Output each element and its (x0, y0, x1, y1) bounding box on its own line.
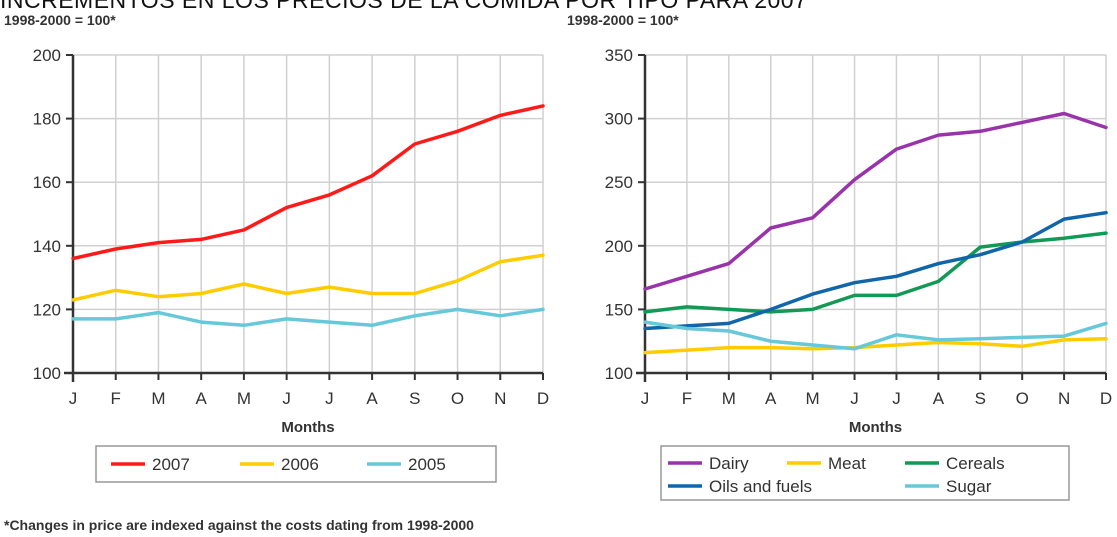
c1-y-tick-label: 200 (33, 46, 61, 65)
c1-x-tick-label: M (151, 389, 165, 408)
c2-legend-box (660, 445, 1070, 501)
c1-legend-label-2005: 2005 (408, 455, 446, 474)
c2-x-tick-label: M (806, 389, 820, 408)
c2-x-tick-label: F (682, 389, 692, 408)
c2-x-tick-label: M (722, 389, 736, 408)
c2-series-line-meat (643, 336, 1108, 355)
c1-x-tick-label: N (494, 389, 506, 408)
c2-series-line-cereals (643, 231, 1108, 314)
c2-x-tick-label: A (765, 389, 777, 408)
c2-x-tick-label: D (1100, 389, 1112, 408)
c2-x-axis-title: Months (849, 419, 902, 436)
c1-x-tick-label: M (237, 389, 251, 408)
c1-y-tick-label: 180 (33, 110, 61, 129)
c1-x-tick-label: J (282, 389, 291, 408)
c2-legend-label-oils-and-fuels: Oils and fuels (709, 477, 812, 496)
c2-unit-label: 1998-2000 = 100* (567, 12, 679, 28)
c2-y-tick-label: 150 (605, 300, 633, 319)
c2-y-tick-label: 250 (605, 173, 633, 192)
c1-series-line-2006 (71, 253, 545, 302)
c1-series-line-2007 (71, 104, 545, 261)
c2-legend-label-sugar: Sugar (946, 477, 992, 496)
c1-x-tick-label: J (325, 389, 334, 408)
c1-y-tick-label: 100 (33, 364, 61, 383)
footnote: *Changes in price are indexed against th… (4, 517, 474, 533)
c1-x-tick-label: A (366, 389, 378, 408)
c1-x-tick-label: O (451, 389, 464, 408)
c2-series-line-sugar (643, 320, 1108, 351)
c2-legend-label-cereals: Cereals (946, 454, 1005, 473)
c1-unit-label: 1998-2000 = 100* (4, 12, 116, 28)
c2-legend-label-dairy: Dairy (709, 454, 749, 473)
c1-x-tick-label: D (537, 389, 549, 408)
c1-x-tick-label: A (196, 389, 208, 408)
c1-legend-label-2006: 2006 (281, 455, 319, 474)
c1-y-tick-label: 140 (33, 237, 61, 256)
c2-x-tick-label: J (892, 389, 901, 408)
c1-legend-box (95, 445, 497, 483)
c2-series-line-dairy (643, 111, 1108, 291)
c2-y-tick-label: 350 (605, 46, 633, 65)
page-title: INCREMENTOS EN LOS PRECIOS DE LA COMIDA … (0, 0, 808, 13)
chart-price-index-by-food-type: 1998-2000 = 100* 100 150 200 250 300 350 J F M A M J… (567, 12, 1112, 501)
c1-legend-label-2007: 2007 (152, 455, 190, 474)
c2-x-tick-label: S (975, 389, 986, 408)
c2-x-tick-label: J (850, 389, 859, 408)
chart-price-index-by-year: 1998-2000 = 100* 100 120 140 160 180 200 J F M A M J… (4, 12, 549, 483)
c2-y-tick-label: 100 (605, 364, 633, 383)
c2-x-tick-label: J (641, 389, 650, 408)
c2-x-tick-label: O (1016, 389, 1029, 408)
c1-y-tick-label: 120 (33, 300, 61, 319)
c2-y-tick-label: 200 (605, 237, 633, 256)
c2-x-tick-label: N (1058, 389, 1070, 408)
c1-x-tick-label: S (409, 389, 420, 408)
c1-y-tick-label: 160 (33, 173, 61, 192)
c1-x-tick-label: F (111, 389, 121, 408)
c2-x-tick-label: A (933, 389, 945, 408)
c2-series-line-oils-and-fuels (643, 210, 1108, 331)
c2-y-tick-label: 300 (605, 110, 633, 129)
c1-x-axis-title: Months (281, 419, 334, 436)
c2-legend-label-meat: Meat (828, 454, 866, 473)
c1-series-line-2005 (71, 307, 545, 328)
c1-x-tick-label: J (69, 389, 78, 408)
